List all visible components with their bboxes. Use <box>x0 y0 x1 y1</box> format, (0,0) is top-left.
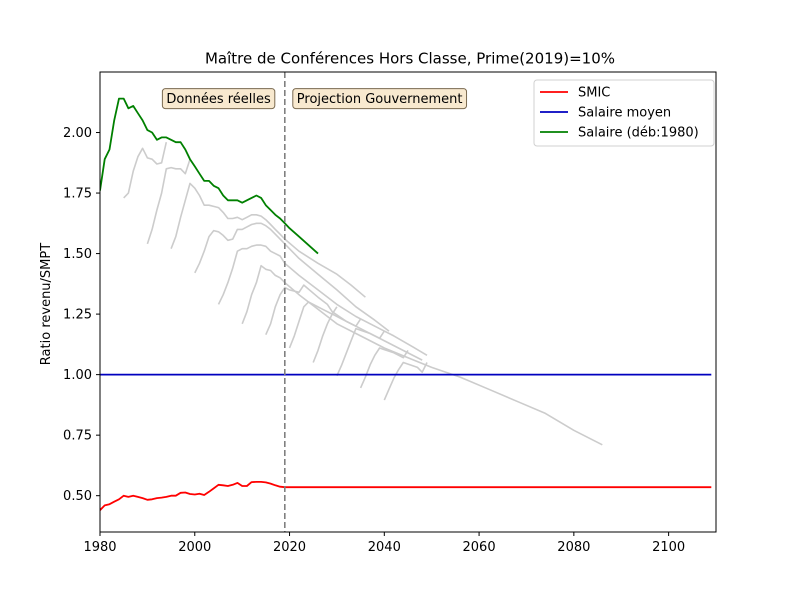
background-line-5 <box>217 244 428 356</box>
annotation-box-2 <box>292 88 468 110</box>
y-tick-label-2: 1.00 <box>63 368 92 383</box>
x-tick-label-2080: 2080 <box>557 540 590 555</box>
x-tick-label-2040: 2040 <box>368 540 401 555</box>
y-tick-label-4: 1.50 <box>63 247 92 262</box>
legend-box <box>533 79 715 147</box>
annotation-real-data: Données réelles <box>166 92 271 107</box>
plot-frame <box>99 71 717 533</box>
background-line-1 <box>123 142 168 199</box>
series-line-salaire-d-b-1980 <box>100 97 319 255</box>
x-tick-label-1980: 1980 <box>83 540 116 555</box>
background-line-9 <box>312 313 362 363</box>
legend-label-3: Salaire (déb:1980) <box>578 126 699 141</box>
annotation-box-1 <box>161 88 276 110</box>
y-axis-label: Ratio revenu/SMPT <box>39 243 54 365</box>
data-layer <box>100 72 712 532</box>
y-tick-label-5: 1.75 <box>63 187 92 202</box>
y-tick-label-6: 2.00 <box>63 126 92 141</box>
y-tick-label-1: 0.75 <box>63 429 92 444</box>
background-line-2 <box>146 158 191 245</box>
background-line-6 <box>241 264 603 446</box>
background-line-8 <box>288 301 338 349</box>
legend-label-2: Salaire moyen <box>578 106 671 121</box>
annotation-projection: Projection Gouvernement <box>297 92 463 107</box>
background-line-4 <box>194 222 390 332</box>
plot-area: 1980 2000 2020 2040 2060 2080 2100 0.50 0.75 1.00… <box>63 71 717 555</box>
series-line-smic <box>100 480 712 511</box>
background-line-10 <box>336 327 385 377</box>
x-tick-label-2100: 2100 <box>652 540 685 555</box>
y-tick-label-3: 1.25 <box>63 308 92 323</box>
background-line-3 <box>170 182 366 298</box>
x-tick-label-2060: 2060 <box>463 540 496 555</box>
y-tick-label-0: 0.50 <box>63 489 92 504</box>
chart-title: Maître de Conférences Hors Classe, Prime… <box>205 50 615 68</box>
legend: SMIC Salaire moyen Salaire (déb:1980) <box>533 79 715 147</box>
background-line-12 <box>383 361 428 401</box>
x-tick-label-2000: 2000 <box>178 540 211 555</box>
legend-label-1: SMIC <box>578 86 610 101</box>
x-tick-label-2020: 2020 <box>273 540 306 555</box>
